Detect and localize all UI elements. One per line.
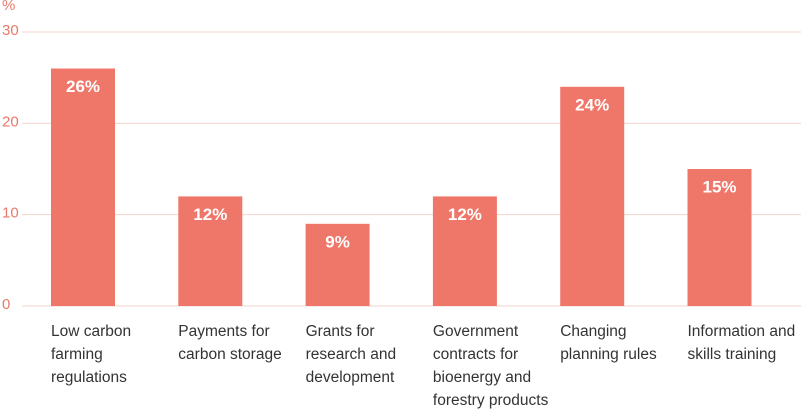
y-tick-label: 20 (2, 113, 19, 130)
x-tick-label: Changing planning rules (560, 323, 657, 363)
value-label: 12% (193, 205, 227, 224)
value-label: 12% (448, 205, 482, 224)
y-tick-label: 10 (2, 205, 19, 222)
bar (560, 86, 625, 306)
x-tick-label: Payments for carbon storage (178, 323, 282, 363)
bar (687, 169, 752, 306)
bar (51, 68, 115, 307)
value-label: 15% (702, 177, 736, 196)
value-label: 26% (66, 77, 100, 96)
x-tick-label: Grants for research and development (305, 323, 397, 386)
bar (178, 196, 243, 306)
y-tick-label: 30 (2, 22, 19, 39)
x-tick-label: Information and skills training (687, 323, 796, 363)
bar (305, 223, 370, 306)
value-label: 9% (325, 232, 350, 251)
x-tick-label: Government contracts for bioenergy and f… (432, 323, 549, 409)
x-tick-label: Low carbon farming regulations (51, 323, 132, 386)
y-tick-label: 0 (2, 296, 10, 313)
y-unit: % (2, 0, 15, 14)
value-label: 24% (575, 95, 609, 114)
bar (432, 196, 497, 306)
